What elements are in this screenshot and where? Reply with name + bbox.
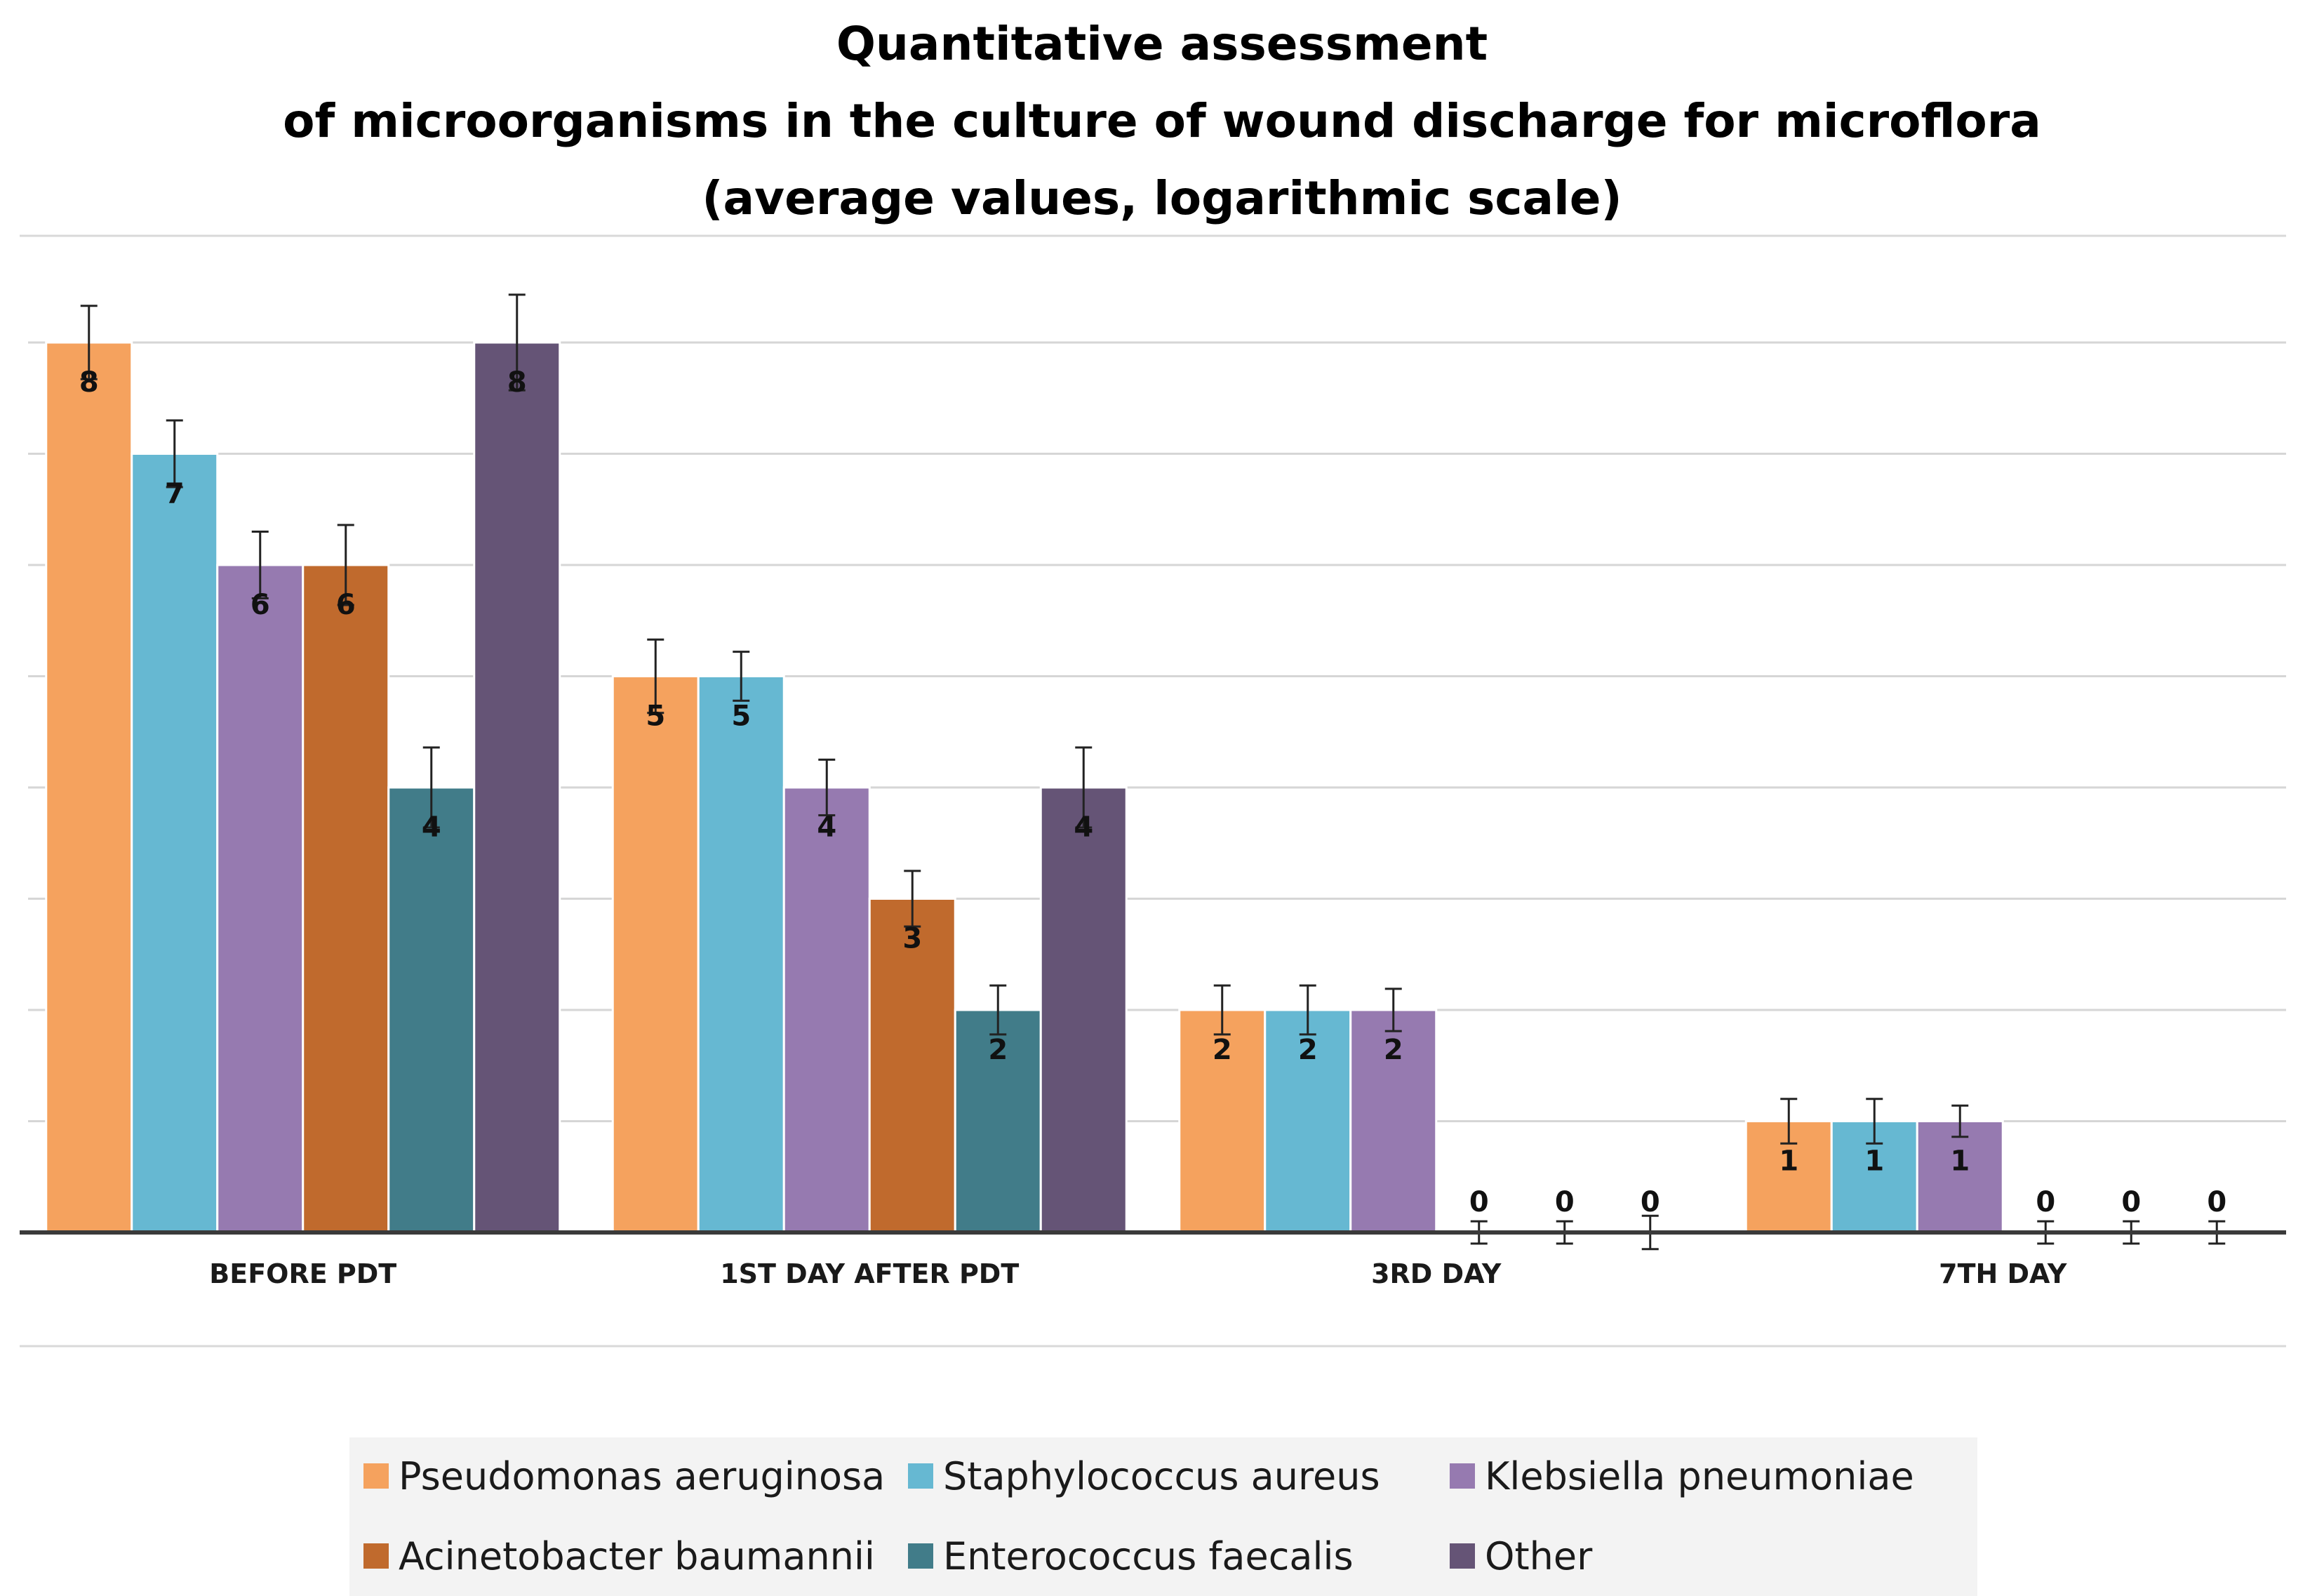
data-label: 6: [336, 589, 356, 621]
legend-swatch-other: [1450, 1543, 1475, 1569]
bar: [782, 786, 871, 1234]
bar: [611, 675, 700, 1234]
data-label: 7: [165, 478, 185, 510]
bar: [45, 341, 133, 1234]
chart-title-line-2: of microorganisms in the culture of woun…: [283, 94, 2041, 148]
data-label: 0: [2121, 1186, 2141, 1218]
legend-swatch-pseudomonas-aeruginosa: [363, 1463, 389, 1489]
chart-legend: Pseudomonas aeruginosa Staphylococcus au…: [349, 1437, 1977, 1596]
legend-swatch-enterococcus-faecalis: [908, 1543, 933, 1569]
chart-title: Quantitative assessment of microorganism…: [0, 6, 2324, 237]
data-label: 2: [1213, 1034, 1232, 1066]
bar: [1039, 786, 1128, 1234]
legend-item-enterococcus-faecalis: Enterococcus faecalis: [908, 1531, 1354, 1581]
data-label: 1: [1779, 1145, 1798, 1178]
legend-swatch-acinetobacter-baumannii: [363, 1543, 389, 1569]
data-label: 2: [1384, 1034, 1403, 1066]
legend-label-staphylococcus-aureus: Staphylococcus aureus: [943, 1454, 1380, 1498]
bar: [216, 564, 305, 1234]
data-label: 1: [1950, 1145, 1970, 1178]
bar: [473, 341, 561, 1234]
data-label: 3: [902, 923, 922, 955]
chart-title-line-1: Quantitative assessment: [836, 17, 1488, 71]
bar: [697, 675, 785, 1234]
legend-label-enterococcus-faecalis: Enterococcus faecalis: [943, 1534, 1354, 1578]
legend-swatch-klebsiella-pneumoniae: [1450, 1463, 1475, 1489]
legend-item-other: Other: [1450, 1531, 1592, 1581]
data-label: 2: [988, 1034, 1008, 1066]
bar: [1349, 1009, 1438, 1234]
legend-label-acinetobacter-baumannii: Acinetobacter baumannii: [399, 1534, 875, 1578]
category-label: BEFORE PDT: [209, 1258, 396, 1289]
data-label: 5: [646, 700, 665, 733]
bar: [131, 453, 219, 1234]
data-label: 2: [1298, 1034, 1318, 1066]
data-label: 4: [817, 811, 836, 844]
data-label: 5: [731, 700, 751, 733]
data-label: 0: [1469, 1186, 1489, 1218]
category-label: 1ST DAY AFTER PDT: [720, 1258, 1019, 1289]
data-label: 8: [507, 366, 527, 399]
bar: [387, 786, 476, 1234]
category-label: 7TH DAY: [1939, 1258, 2067, 1289]
legend-item-acinetobacter-baumannii: Acinetobacter baumannii: [363, 1531, 875, 1581]
bar: [1178, 1009, 1267, 1234]
data-label: 0: [2207, 1186, 2226, 1218]
legend-label-klebsiella-pneumoniae: Klebsiella pneumoniae: [1485, 1454, 1914, 1498]
chart-title-line-3: (average values, logarithmic scale): [702, 171, 1622, 225]
legend-label-pseudomonas-aeruginosa: Pseudomonas aeruginosa: [399, 1454, 886, 1498]
data-label: 8: [79, 366, 99, 399]
legend-item-klebsiella-pneumoniae: Klebsiella pneumoniae: [1450, 1451, 1914, 1501]
bar: [302, 564, 390, 1234]
legend-item-pseudomonas-aeruginosa: Pseudomonas aeruginosa: [363, 1451, 885, 1501]
data-label: 1: [1864, 1145, 1884, 1178]
legend-swatch-staphylococcus-aureus: [908, 1463, 933, 1489]
category-label: 3RD DAY: [1371, 1258, 1502, 1289]
data-label: 0: [2036, 1186, 2055, 1218]
legend-label-other: Other: [1485, 1534, 1593, 1578]
data-label: 6: [251, 589, 270, 621]
bar: [954, 1009, 1042, 1234]
data-label: 4: [422, 811, 441, 844]
bar: [1916, 1120, 2004, 1234]
legend-item-staphylococcus-aureus: Staphylococcus aureus: [908, 1451, 1380, 1501]
data-label: 0: [1555, 1186, 1575, 1218]
data-label: 4: [1074, 811, 1093, 844]
data-label: 0: [1641, 1186, 1660, 1218]
